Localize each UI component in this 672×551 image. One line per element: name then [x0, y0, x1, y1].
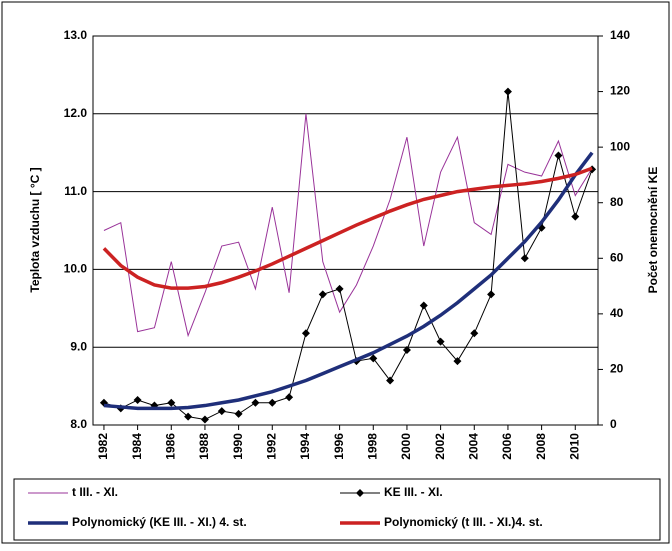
marker: [369, 354, 378, 363]
y2-tick-label: 40: [610, 306, 624, 320]
y2-tick-label: 100: [610, 139, 630, 153]
legend-label: KE III. - XI.: [384, 485, 443, 499]
marker: [234, 409, 243, 418]
x-tick-label: 2006: [500, 433, 514, 460]
x-tick-label: 1998: [365, 433, 379, 460]
x-tick-label: 1988: [197, 433, 211, 460]
y-axis-label: Teplota vzduchu [ °C ]: [28, 167, 42, 292]
legend-box: [13, 478, 661, 541]
marker: [419, 301, 428, 310]
legend-marker: [356, 489, 364, 497]
marker: [268, 398, 277, 407]
y2-tick-label: 60: [610, 250, 624, 264]
legend-label: t III. - XI.: [72, 485, 118, 499]
marker: [318, 290, 327, 299]
series-line: [103, 91, 593, 420]
series-line: [102, 166, 593, 290]
x-tick-label: 2010: [567, 433, 581, 460]
marker: [503, 87, 512, 96]
series-line: [103, 151, 594, 411]
y2-tick-label: 20: [610, 362, 624, 376]
x-tick-label: 1992: [264, 433, 278, 460]
marker: [386, 376, 395, 385]
y-tick-label: 8.0: [70, 417, 87, 431]
y2-tick-label: 140: [610, 28, 630, 42]
y-tick-label: 11.0: [64, 184, 87, 198]
legend-label: Polynomický (t III. - XI.)4. st.: [384, 515, 543, 529]
y2-tick-label: 120: [610, 84, 630, 98]
y-tick-label: 10.0: [64, 262, 88, 276]
marker: [470, 329, 479, 338]
x-tick-label: 1982: [96, 433, 110, 460]
x-tick-label: 2004: [466, 433, 480, 460]
marker: [487, 290, 496, 299]
marker: [402, 345, 411, 354]
marker: [217, 407, 226, 416]
x-tick-label: 2002: [433, 433, 447, 460]
x-tick-label: 2000: [399, 433, 413, 460]
y2-tick-label: 0: [610, 417, 617, 431]
x-tick-label: 1986: [163, 433, 177, 460]
marker: [554, 151, 563, 160]
legend-label: Polynomický (KE III. - XI.) 4. st.: [72, 515, 247, 529]
marker: [571, 212, 580, 221]
series-line: [103, 113, 593, 338]
x-tick-label: 1996: [332, 433, 346, 460]
marker: [251, 398, 260, 407]
y-tick-label: 9.0: [70, 339, 87, 353]
marker: [167, 398, 176, 407]
x-tick-label: 2008: [534, 433, 548, 460]
x-tick-label: 1994: [298, 433, 312, 460]
x-tick-label: 1990: [231, 433, 245, 460]
y2-axis-label: Počet onemocnění KE: [646, 167, 660, 294]
marker: [285, 393, 294, 402]
marker: [453, 357, 462, 366]
marker: [301, 329, 310, 338]
marker: [200, 415, 209, 424]
marker: [184, 412, 193, 421]
x-tick-label: 1984: [130, 433, 144, 460]
marker: [436, 337, 445, 346]
plot-area: [92, 35, 599, 426]
y2-tick-label: 80: [610, 195, 624, 209]
y-tick-label: 13.0: [64, 28, 88, 42]
y-tick-label: 12.0: [64, 106, 88, 120]
marker: [520, 254, 529, 263]
marker: [335, 284, 344, 293]
marker: [133, 395, 142, 404]
